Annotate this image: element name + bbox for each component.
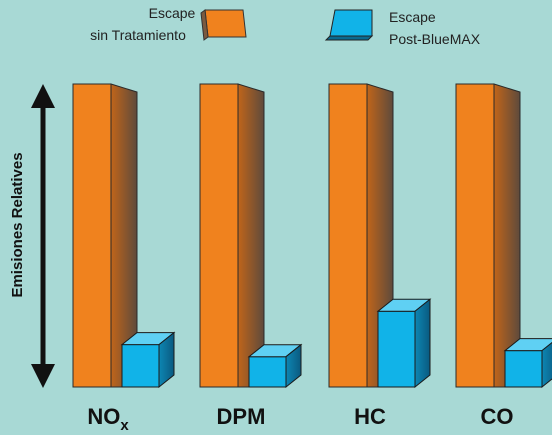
- bar-bluemax-hc: [377, 310, 416, 388]
- bar-untreated-side-dpm: [237, 83, 265, 388]
- bar-bluemax-side-no: [158, 331, 175, 389]
- bar-untreated-hc: [328, 83, 368, 388]
- bar-bluemax-co: [504, 350, 543, 388]
- x-tick-label-co: CO: [481, 404, 514, 429]
- bar-bluemax-no: [121, 344, 160, 388]
- bar-group-no: [72, 83, 176, 389]
- bar-group-co: [455, 83, 552, 389]
- x-axis-labels: NOx DPM HC CO: [87, 404, 513, 434]
- legend-label-untreated-line1: Escape: [149, 5, 196, 21]
- bar-untreated-no: [72, 83, 112, 388]
- y-axis-label: Emisiones Relatives: [9, 152, 26, 297]
- legend-item-untreated: Escape sin Tratamiento: [90, 5, 247, 43]
- y-axis: Emisiones Relatives: [9, 84, 55, 388]
- x-tick-label-no: NOx: [87, 404, 129, 434]
- legend-label-bluemax-line2: Post-BlueMAX: [389, 31, 481, 47]
- legend-item-bluemax: Escape Post-BlueMAX: [324, 9, 481, 47]
- legend-swatch-untreated: [200, 9, 247, 41]
- bar-untreated-dpm: [199, 83, 239, 388]
- bar-group-hc: [328, 83, 432, 389]
- legend-label-bluemax-line1: Escape: [389, 9, 436, 25]
- bar-bluemax-side-dpm: [285, 343, 302, 389]
- bars: [72, 83, 552, 389]
- y-axis-arrow-down: [31, 364, 55, 388]
- legend-label-untreated-line2: sin Tratamiento: [90, 27, 186, 43]
- legend: Escape sin Tratamiento Escape Post-BlueM…: [90, 5, 481, 47]
- bar-bluemax-dpm: [248, 356, 287, 388]
- bar-bluemax-top-co: [503, 338, 552, 352]
- x-tick-subscript: x: [120, 417, 129, 434]
- bar-group-dpm: [199, 83, 303, 389]
- x-tick-label-dpm: DPM: [217, 404, 266, 429]
- x-tick-label-hc: HC: [354, 404, 386, 429]
- bar-bluemax-side-co: [541, 341, 552, 389]
- bar-untreated-co: [455, 83, 495, 388]
- bar-bluemax-side-hc: [414, 298, 431, 389]
- y-axis-arrow-up: [31, 84, 55, 108]
- legend-swatch-bluemax: [324, 9, 374, 41]
